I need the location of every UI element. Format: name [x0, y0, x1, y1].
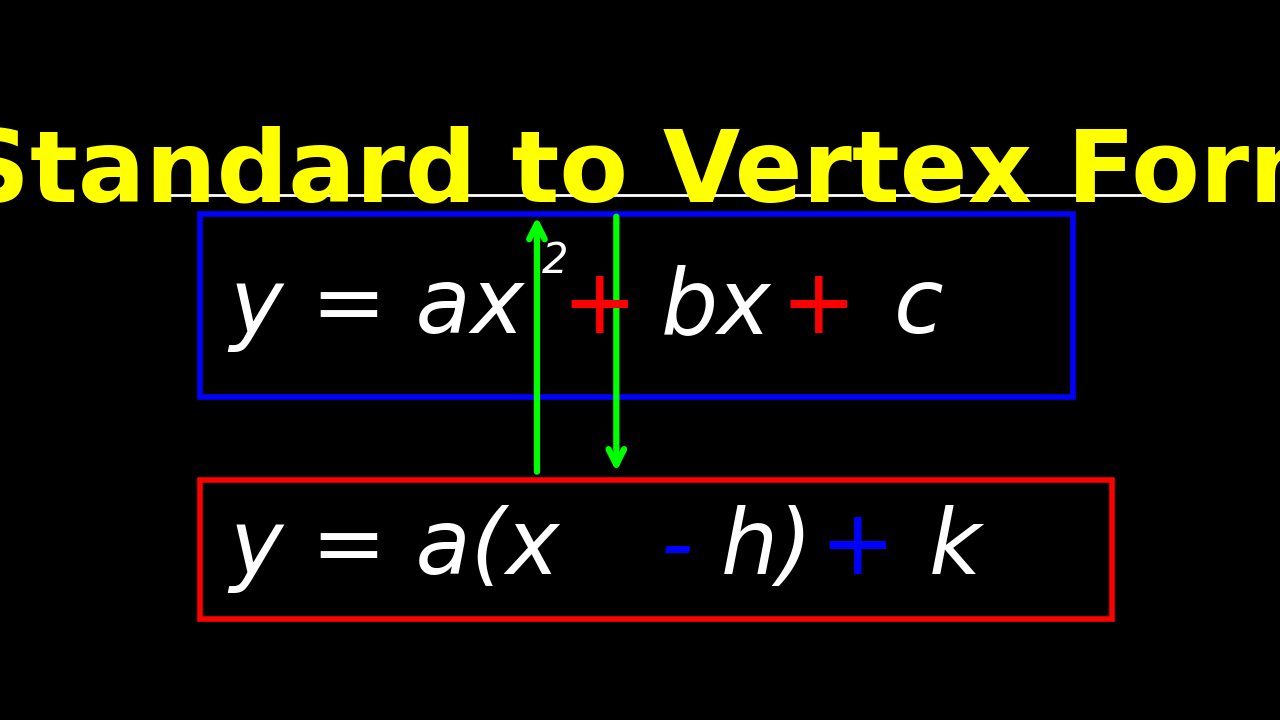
Text: +: +	[780, 264, 855, 352]
Bar	[200, 214, 1073, 397]
Bar	[200, 480, 1112, 618]
Text: h): h)	[721, 505, 813, 593]
Text: k: k	[929, 505, 980, 593]
Text: +: +	[819, 505, 895, 593]
Text: y = ax: y = ax	[229, 264, 525, 352]
Text: -: -	[660, 505, 694, 593]
Text: bx: bx	[660, 264, 772, 352]
Text: y = a(x: y = a(x	[229, 505, 559, 593]
Text: c: c	[895, 264, 943, 352]
Text: 2: 2	[541, 240, 568, 282]
Text: Standard to Vertex Form: Standard to Vertex Form	[0, 125, 1280, 222]
Text: +: +	[562, 264, 637, 352]
